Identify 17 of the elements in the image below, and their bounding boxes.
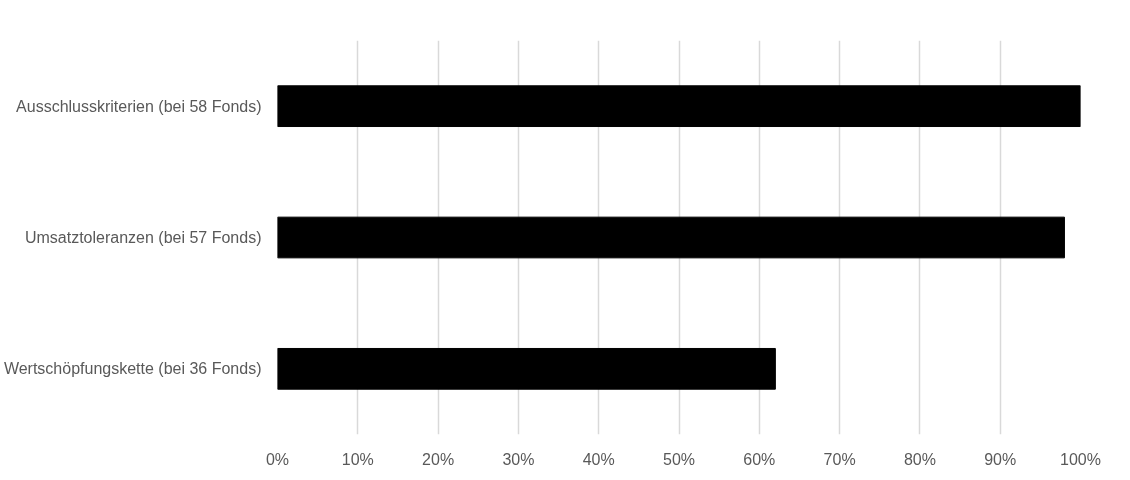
bar [277, 347, 776, 390]
x-tick-label: 0% [265, 450, 290, 468]
x-tick-label: 100% [1060, 450, 1101, 468]
x-tick-label: 90% [984, 450, 1017, 468]
x-tick-label: 60% [743, 450, 776, 468]
y-tick-label: Umsatztoleranzen (bei 57 Fonds) [24, 229, 262, 246]
bar [277, 85, 1081, 128]
x-tick-label: 10% [341, 450, 374, 468]
bar [277, 216, 1065, 259]
y-tick-label: Wertschöpfungskette (bei 36 Fonds) [3, 360, 262, 378]
x-tick-label: 50% [662, 450, 696, 468]
x-tick-label: 30% [502, 450, 535, 468]
x-tick-label: 70% [823, 450, 856, 468]
x-tick-label: 80% [903, 450, 936, 468]
x-tick-label: 40% [582, 450, 615, 468]
x-tick-label: 20% [422, 450, 455, 468]
y-tick-label: Ausschlusskriterien (bei 58 Fonds) [16, 97, 262, 115]
